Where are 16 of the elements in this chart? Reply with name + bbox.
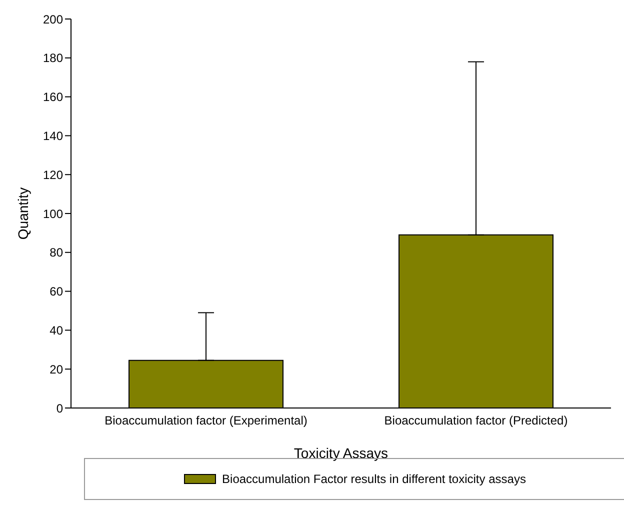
y-tick-label: 200 xyxy=(42,12,64,26)
x-tick-label: Bioaccumulation factor (Experimental) xyxy=(104,414,308,428)
y-tick-label: 60 xyxy=(50,284,64,299)
y-tick-label: 40 xyxy=(50,323,64,338)
x-axis-title: Toxicity Assays xyxy=(294,445,388,461)
y-tick-label: 120 xyxy=(42,168,64,182)
y-tick-label: 0 xyxy=(56,401,64,416)
y-tick-label: 20 xyxy=(50,362,64,376)
y-tick-label: 100 xyxy=(42,206,64,221)
y-axis-title: Quantity xyxy=(14,187,31,240)
y-tick-label: 160 xyxy=(42,90,64,104)
y-tick-label: 80 xyxy=(50,246,64,260)
y-tick-label: 140 xyxy=(42,128,64,143)
legend-label: Bioaccumulation Factor results in different toxicity assays xyxy=(221,472,526,486)
x-tick-label: Bioaccumulation factor (Predicted) xyxy=(384,414,568,428)
y-tick-label: 180 xyxy=(42,51,64,66)
